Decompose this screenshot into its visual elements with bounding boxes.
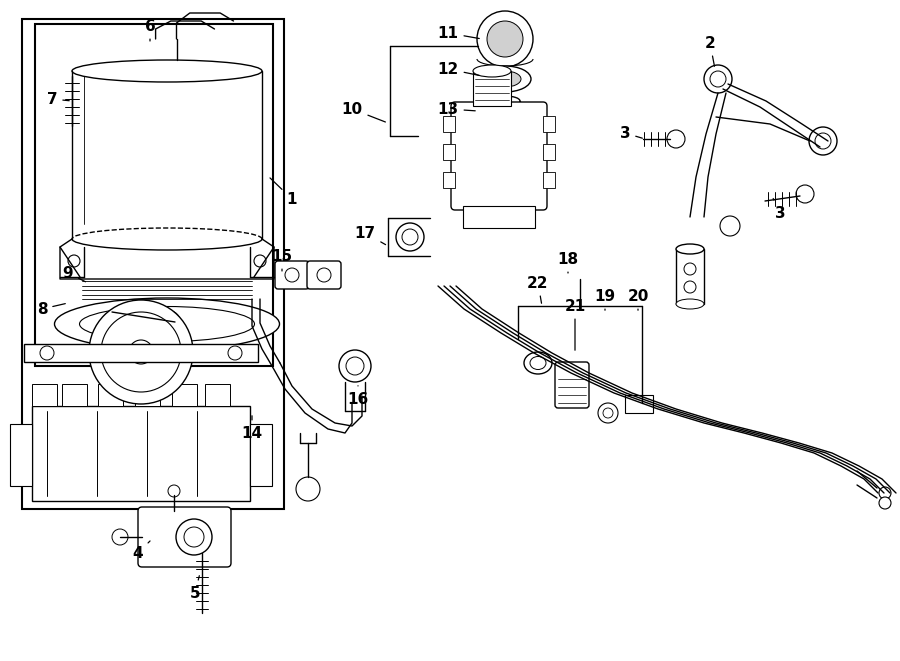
FancyBboxPatch shape xyxy=(32,406,250,501)
Circle shape xyxy=(684,263,696,275)
Bar xyxy=(443,144,455,160)
Text: 2: 2 xyxy=(705,36,716,66)
Ellipse shape xyxy=(524,352,552,374)
Bar xyxy=(463,206,535,228)
Text: 20: 20 xyxy=(627,288,649,310)
Circle shape xyxy=(112,529,128,545)
Text: 8: 8 xyxy=(37,301,66,317)
FancyBboxPatch shape xyxy=(307,261,341,289)
Circle shape xyxy=(402,229,418,245)
FancyBboxPatch shape xyxy=(555,362,589,408)
Text: 10: 10 xyxy=(341,102,385,122)
Text: 1: 1 xyxy=(270,178,297,206)
Circle shape xyxy=(710,71,726,87)
Circle shape xyxy=(184,527,204,547)
Circle shape xyxy=(168,485,180,497)
Text: 16: 16 xyxy=(347,386,369,407)
Bar xyxy=(473,71,511,106)
Bar xyxy=(24,344,258,362)
Text: 9: 9 xyxy=(63,266,86,282)
Text: 14: 14 xyxy=(241,416,263,440)
FancyBboxPatch shape xyxy=(10,424,32,486)
Circle shape xyxy=(101,312,181,392)
Ellipse shape xyxy=(489,71,521,87)
Circle shape xyxy=(796,185,814,203)
Circle shape xyxy=(815,133,831,149)
Text: 18: 18 xyxy=(557,251,579,273)
Text: 3: 3 xyxy=(773,198,786,221)
Circle shape xyxy=(40,346,54,360)
Text: 17: 17 xyxy=(355,225,385,245)
FancyBboxPatch shape xyxy=(205,384,230,406)
FancyBboxPatch shape xyxy=(451,102,547,210)
Circle shape xyxy=(667,130,685,148)
Text: 12: 12 xyxy=(437,61,480,77)
FancyBboxPatch shape xyxy=(275,261,309,289)
Circle shape xyxy=(317,268,331,282)
Ellipse shape xyxy=(676,244,704,254)
Ellipse shape xyxy=(473,65,511,77)
Ellipse shape xyxy=(676,299,704,309)
Text: 13: 13 xyxy=(437,102,475,116)
Circle shape xyxy=(254,255,266,267)
FancyBboxPatch shape xyxy=(138,507,231,567)
Circle shape xyxy=(396,223,424,251)
Circle shape xyxy=(285,268,299,282)
Bar xyxy=(625,395,653,413)
Ellipse shape xyxy=(530,356,546,369)
Text: 6: 6 xyxy=(145,19,156,41)
Text: 11: 11 xyxy=(437,26,480,40)
Circle shape xyxy=(684,281,696,293)
FancyBboxPatch shape xyxy=(172,384,197,406)
Bar xyxy=(443,172,455,188)
FancyBboxPatch shape xyxy=(98,384,123,406)
Circle shape xyxy=(598,403,618,423)
Ellipse shape xyxy=(479,66,531,92)
Circle shape xyxy=(346,357,364,375)
FancyBboxPatch shape xyxy=(62,384,87,406)
Bar xyxy=(543,116,555,132)
Circle shape xyxy=(879,487,891,499)
Text: 15: 15 xyxy=(272,249,292,271)
Circle shape xyxy=(603,408,613,418)
Circle shape xyxy=(296,477,320,501)
Circle shape xyxy=(129,340,153,364)
Circle shape xyxy=(160,317,174,331)
Circle shape xyxy=(176,519,212,555)
Bar xyxy=(543,144,555,160)
Text: 19: 19 xyxy=(594,288,616,310)
Circle shape xyxy=(487,21,523,57)
Circle shape xyxy=(809,127,837,155)
Circle shape xyxy=(228,346,242,360)
Circle shape xyxy=(153,310,181,338)
Circle shape xyxy=(68,255,80,267)
Ellipse shape xyxy=(72,60,262,82)
Ellipse shape xyxy=(55,298,280,350)
Bar xyxy=(490,101,520,123)
Circle shape xyxy=(339,350,371,382)
Circle shape xyxy=(879,497,891,509)
FancyBboxPatch shape xyxy=(32,384,57,406)
Bar xyxy=(443,116,455,132)
Bar xyxy=(543,172,555,188)
Text: 7: 7 xyxy=(47,91,69,106)
Bar xyxy=(35,24,273,366)
Text: 3: 3 xyxy=(620,126,643,141)
Circle shape xyxy=(704,65,732,93)
Bar xyxy=(22,19,284,509)
FancyBboxPatch shape xyxy=(250,424,272,486)
Text: 22: 22 xyxy=(527,276,549,303)
Bar xyxy=(676,249,704,304)
Text: 4: 4 xyxy=(132,541,150,561)
Circle shape xyxy=(477,11,533,67)
Ellipse shape xyxy=(79,307,255,342)
Text: 21: 21 xyxy=(564,299,586,350)
FancyBboxPatch shape xyxy=(135,384,160,406)
Circle shape xyxy=(89,300,193,404)
Ellipse shape xyxy=(490,96,520,106)
Circle shape xyxy=(720,216,740,236)
Text: 5: 5 xyxy=(190,576,201,600)
